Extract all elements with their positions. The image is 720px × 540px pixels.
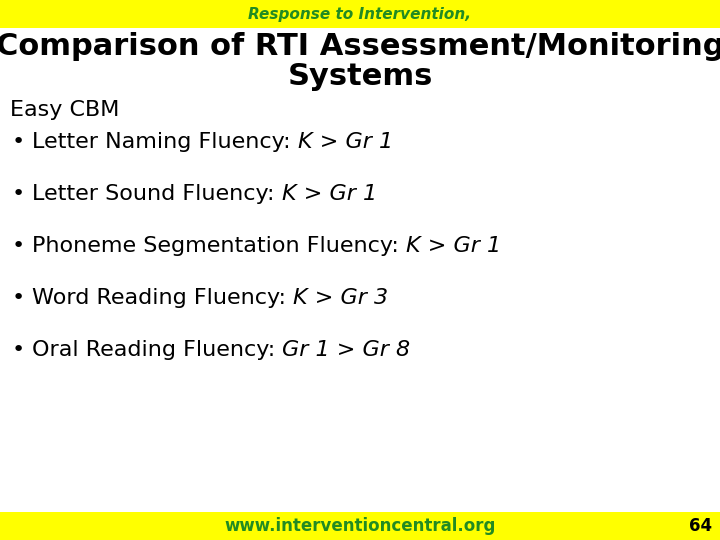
Text: K > Gr 1: K > Gr 1 (282, 184, 377, 204)
Text: •: • (12, 288, 24, 308)
Text: Phoneme Segmentation Fluency:: Phoneme Segmentation Fluency: (32, 236, 406, 256)
Text: K > Gr 3: K > Gr 3 (293, 288, 388, 308)
Text: Word Reading Fluency:: Word Reading Fluency: (32, 288, 293, 308)
Text: 64: 64 (689, 517, 712, 535)
Bar (0, 0, 720, 28)
Text: K > Gr 1: K > Gr 1 (406, 236, 501, 256)
Bar (0, 512, 720, 540)
Text: Comparison of RTI Assessment/Monitoring: Comparison of RTI Assessment/Monitoring (0, 32, 720, 61)
Text: www.interventioncentral.org: www.interventioncentral.org (225, 517, 495, 535)
Text: Letter Sound Fluency:: Letter Sound Fluency: (32, 184, 282, 204)
Text: •: • (12, 340, 24, 360)
Text: Systems: Systems (287, 62, 433, 91)
Text: Easy CBM: Easy CBM (10, 100, 120, 120)
Text: Letter Naming Fluency:: Letter Naming Fluency: (32, 132, 298, 152)
Text: •: • (12, 132, 24, 152)
Text: •: • (12, 184, 24, 204)
Text: Response to Intervention,: Response to Intervention, (248, 6, 472, 22)
Text: •: • (12, 236, 24, 256)
Text: Gr 1 > Gr 8: Gr 1 > Gr 8 (282, 340, 410, 360)
Text: K > Gr 1: K > Gr 1 (298, 132, 393, 152)
Text: Oral Reading Fluency:: Oral Reading Fluency: (32, 340, 282, 360)
